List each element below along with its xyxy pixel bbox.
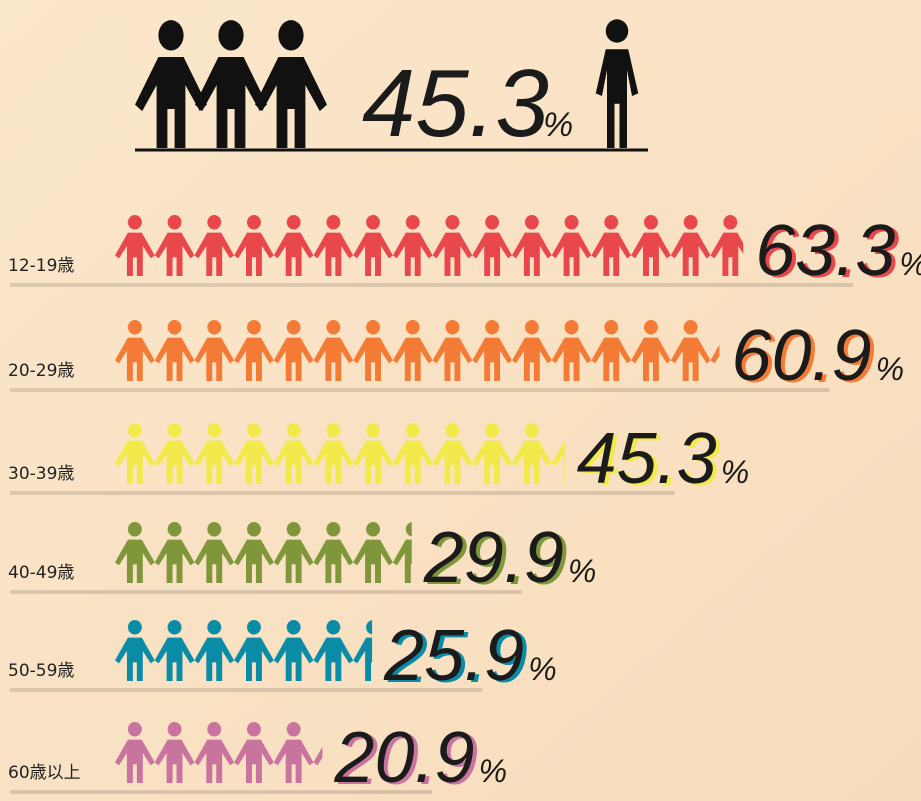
value-label: 60.9 — [731, 316, 871, 396]
value-label: 63.3 — [755, 211, 895, 291]
category-label: 20-29歳 — [8, 361, 74, 381]
pictogram-bar — [115, 214, 743, 276]
value-label: 45.3 — [577, 419, 717, 499]
category-label: 40-49歳 — [8, 563, 74, 583]
unit-label: % — [899, 246, 921, 282]
value-label: 25.9 — [383, 616, 524, 696]
value-label: 29.9 — [423, 518, 564, 598]
category-label: 30-39歳 — [8, 464, 74, 484]
unit-label: % — [876, 351, 904, 387]
unit-label: % — [528, 651, 556, 687]
headline-value: 45.3 — [362, 50, 549, 157]
pictogram-bar — [115, 521, 412, 583]
pictogram-bar — [115, 319, 719, 381]
unit-label: % — [568, 553, 596, 589]
unit-label: % — [479, 753, 507, 789]
category-label: 50-59歳 — [8, 661, 74, 681]
category-label: 60歳以上 — [8, 763, 81, 783]
unit-label: % — [721, 454, 749, 490]
category-label: 12-19歳 — [8, 256, 74, 276]
value-label: 20.9 — [333, 718, 474, 798]
pictogram-bar — [115, 721, 322, 783]
chart: 45.3 % 12-19歳63.363.3%20-29歳60.960.9%30-… — [0, 0, 921, 801]
pictogram-bar — [115, 619, 372, 681]
headline-unit: % — [543, 106, 573, 144]
pictogram-bar — [115, 422, 565, 484]
